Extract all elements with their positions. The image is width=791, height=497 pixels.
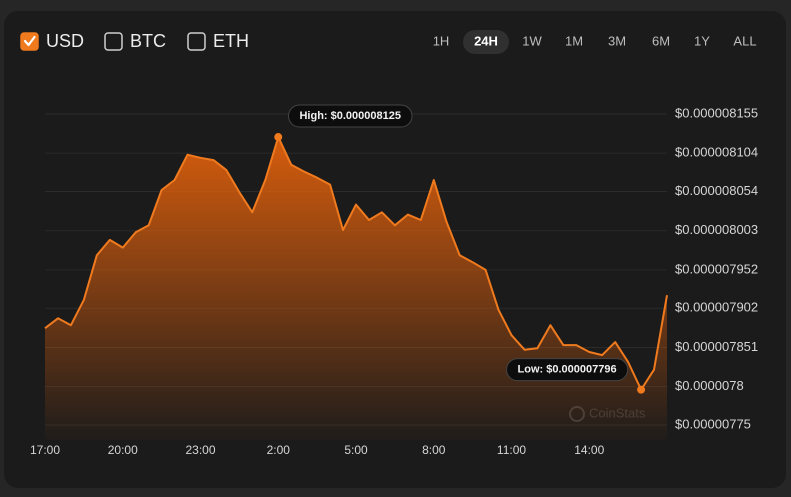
y-tick-label: $0.000007851 <box>675 339 758 354</box>
currency-label[interactable]: ETH <box>213 31 249 51</box>
checkbox[interactable] <box>187 32 206 51</box>
checkbox[interactable] <box>104 32 123 51</box>
x-tick-label: 8:00 <box>422 443 446 457</box>
y-tick-label: $0.000007952 <box>675 261 758 276</box>
timeframe-button[interactable]: 1Y <box>694 33 710 48</box>
y-tick-label: $0.000008155 <box>675 105 758 120</box>
low-badge <box>506 358 629 382</box>
timeframe-button[interactable]: 1M <box>565 33 583 48</box>
x-tick-label: 23:00 <box>185 443 215 457</box>
currency-label[interactable]: USD <box>46 31 84 51</box>
low-marker <box>637 385 646 394</box>
timeframe-button[interactable]: 24H <box>474 33 498 48</box>
timeframe-button[interactable]: 1H <box>433 33 450 48</box>
x-tick-label: 5:00 <box>344 443 368 457</box>
y-tick-label: $0.0000078 <box>675 378 744 393</box>
y-tick-label: $0.000008054 <box>675 183 758 198</box>
checkbox[interactable] <box>20 32 39 51</box>
x-tick-label: 20:00 <box>108 443 138 457</box>
active-pill <box>463 30 509 54</box>
x-tick-label: 17:00 <box>30 443 60 457</box>
x-tick-label: 14:00 <box>574 443 604 457</box>
high-label: High: $0.000008125 <box>299 110 401 122</box>
timeframe-button[interactable]: 1W <box>522 33 542 48</box>
timeframe-button[interactable]: ALL <box>733 33 756 48</box>
high-marker <box>274 133 283 142</box>
low-label: Low: $0.000007796 <box>518 364 617 376</box>
timeframe-button[interactable]: 6M <box>652 33 670 48</box>
currency-label[interactable]: BTC <box>130 31 166 51</box>
y-tick-label: $0.000008003 <box>675 222 758 237</box>
y-tick-label: $0.00000775 <box>675 416 751 431</box>
high-badge <box>287 104 413 128</box>
price-line <box>44 136 668 391</box>
check-mark <box>23 35 36 47</box>
x-tick-label: 11:00 <box>497 443 526 457</box>
y-tick-label: $0.000008104 <box>675 145 758 160</box>
y-tick-label: $0.000007902 <box>675 300 758 315</box>
timeframe-button[interactable]: 3M <box>608 33 626 48</box>
x-tick-label: 2:00 <box>267 443 291 457</box>
